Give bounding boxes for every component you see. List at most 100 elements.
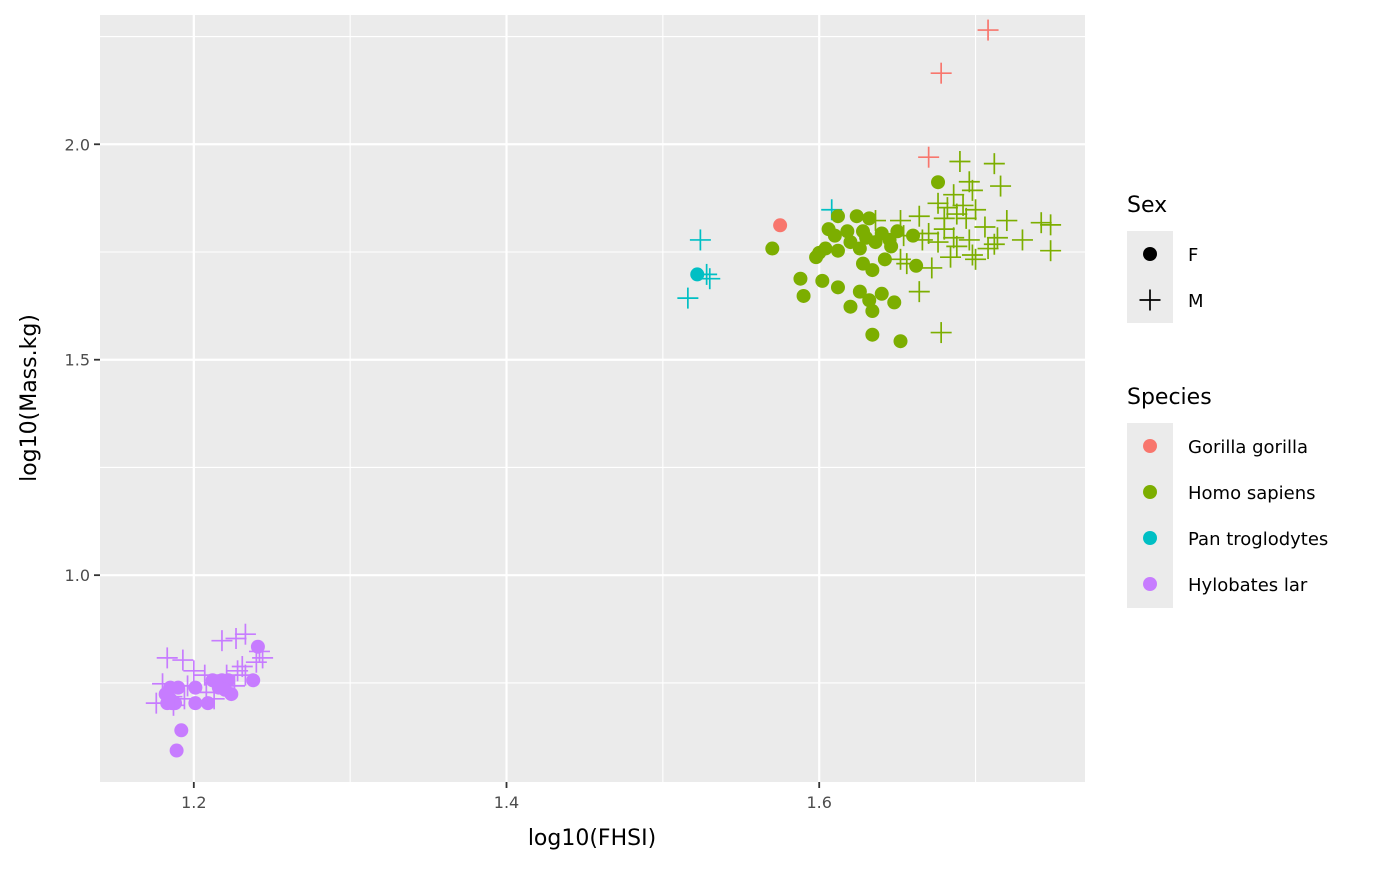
data-point <box>887 295 902 310</box>
data-point <box>830 280 845 295</box>
legend-sex-key-m <box>1139 289 1161 311</box>
y-tick-label: 1.0 <box>65 566 90 585</box>
data-point <box>225 628 247 650</box>
data-point <box>990 175 1012 197</box>
data-point <box>677 287 699 309</box>
y-tick-label: 2.0 <box>65 135 90 154</box>
series-homo-sapiens-m <box>864 151 1062 344</box>
data-point <box>996 210 1018 232</box>
data-point <box>927 231 949 253</box>
data-point <box>246 673 261 688</box>
legend-species-label: Hylobates lar <box>1188 575 1308 596</box>
series-hylobates-lar-f <box>158 639 265 758</box>
legend-sex: Sex F M <box>1127 193 1204 323</box>
data-point <box>234 664 256 686</box>
legend-species-key-gorilla-gorilla <box>1143 439 1157 453</box>
data-point <box>830 243 845 258</box>
data-point <box>152 673 174 695</box>
data-point <box>977 238 999 260</box>
data-point <box>849 209 864 224</box>
data-point <box>862 293 877 308</box>
x-tick-label: 1.2 <box>181 793 206 812</box>
data-point <box>874 286 889 301</box>
data-point <box>177 675 199 697</box>
minor-gridlines <box>100 15 1085 782</box>
data-point <box>852 284 867 299</box>
data-point <box>965 199 987 221</box>
legend-species-key-pan-troglodytes <box>1143 531 1157 545</box>
data-point <box>961 179 983 201</box>
data-point <box>689 229 711 251</box>
data-point <box>234 623 256 645</box>
x-tick-label: 1.6 <box>806 793 831 812</box>
data-point <box>224 687 239 702</box>
data-point <box>977 19 999 41</box>
y-axis: 1.0 1.5 2.0 <box>65 135 100 585</box>
data-point <box>896 253 918 275</box>
data-point <box>699 268 721 290</box>
legend-species-title: Species <box>1127 385 1212 410</box>
legend-species-label: Gorilla gorilla <box>1188 437 1308 458</box>
data-point <box>974 216 996 238</box>
x-axis-title: log10(FHSI) <box>528 826 656 851</box>
x-axis: 1.2 1.4 1.6 <box>181 782 832 812</box>
data-point <box>908 281 930 303</box>
data-point <box>793 271 808 286</box>
legend-species-key-homo-sapiens <box>1143 485 1157 499</box>
data-point <box>893 225 915 247</box>
plot-panel-background <box>100 15 1085 782</box>
data-point <box>877 252 892 267</box>
data-point <box>933 218 955 240</box>
data-point <box>862 211 877 226</box>
data-point <box>809 250 824 265</box>
y-tick-label: 1.5 <box>65 351 90 370</box>
data-point <box>796 288 811 303</box>
data-point <box>893 334 908 349</box>
data-point <box>930 62 952 84</box>
data-point <box>868 235 883 250</box>
data-point <box>162 694 184 716</box>
x-tick-label: 1.4 <box>494 793 519 812</box>
data-point <box>965 248 987 270</box>
data-point <box>245 651 267 673</box>
data-point <box>183 660 205 682</box>
data-point <box>1011 229 1033 251</box>
data-point <box>827 228 842 243</box>
legend-sex-label: M <box>1188 291 1204 312</box>
data-point <box>815 273 830 288</box>
legend-species-label: Pan troglodytes <box>1188 529 1328 550</box>
data-point <box>865 304 880 319</box>
data-point <box>983 153 1005 175</box>
data-point <box>161 686 183 708</box>
data-point <box>188 680 203 695</box>
data-point <box>1040 240 1062 262</box>
data-point <box>211 630 233 652</box>
data-point <box>909 258 924 273</box>
data-point <box>864 210 886 232</box>
legend-sex-key-f <box>1143 247 1157 261</box>
data-point <box>194 664 216 686</box>
data-point <box>946 235 968 257</box>
data-point <box>890 210 912 232</box>
data-point <box>250 639 265 654</box>
legend-species-label: Homo sapiens <box>1188 483 1316 504</box>
data-point <box>958 229 980 251</box>
data-point <box>223 675 245 697</box>
data-point <box>918 146 940 168</box>
data-point <box>908 205 930 227</box>
data-point <box>958 171 980 193</box>
data-point <box>231 656 253 678</box>
data-point <box>830 209 845 224</box>
data-point <box>852 241 867 256</box>
data-point <box>840 224 855 239</box>
data-point <box>773 218 788 233</box>
legend-sex-label: F <box>1188 245 1198 266</box>
data-point <box>1030 212 1052 234</box>
series-gorilla-gorilla-m <box>918 19 999 168</box>
data-point <box>1040 214 1062 236</box>
data-point <box>921 257 943 279</box>
data-points <box>145 19 1062 758</box>
data-point <box>216 664 238 686</box>
data-point <box>955 207 977 229</box>
